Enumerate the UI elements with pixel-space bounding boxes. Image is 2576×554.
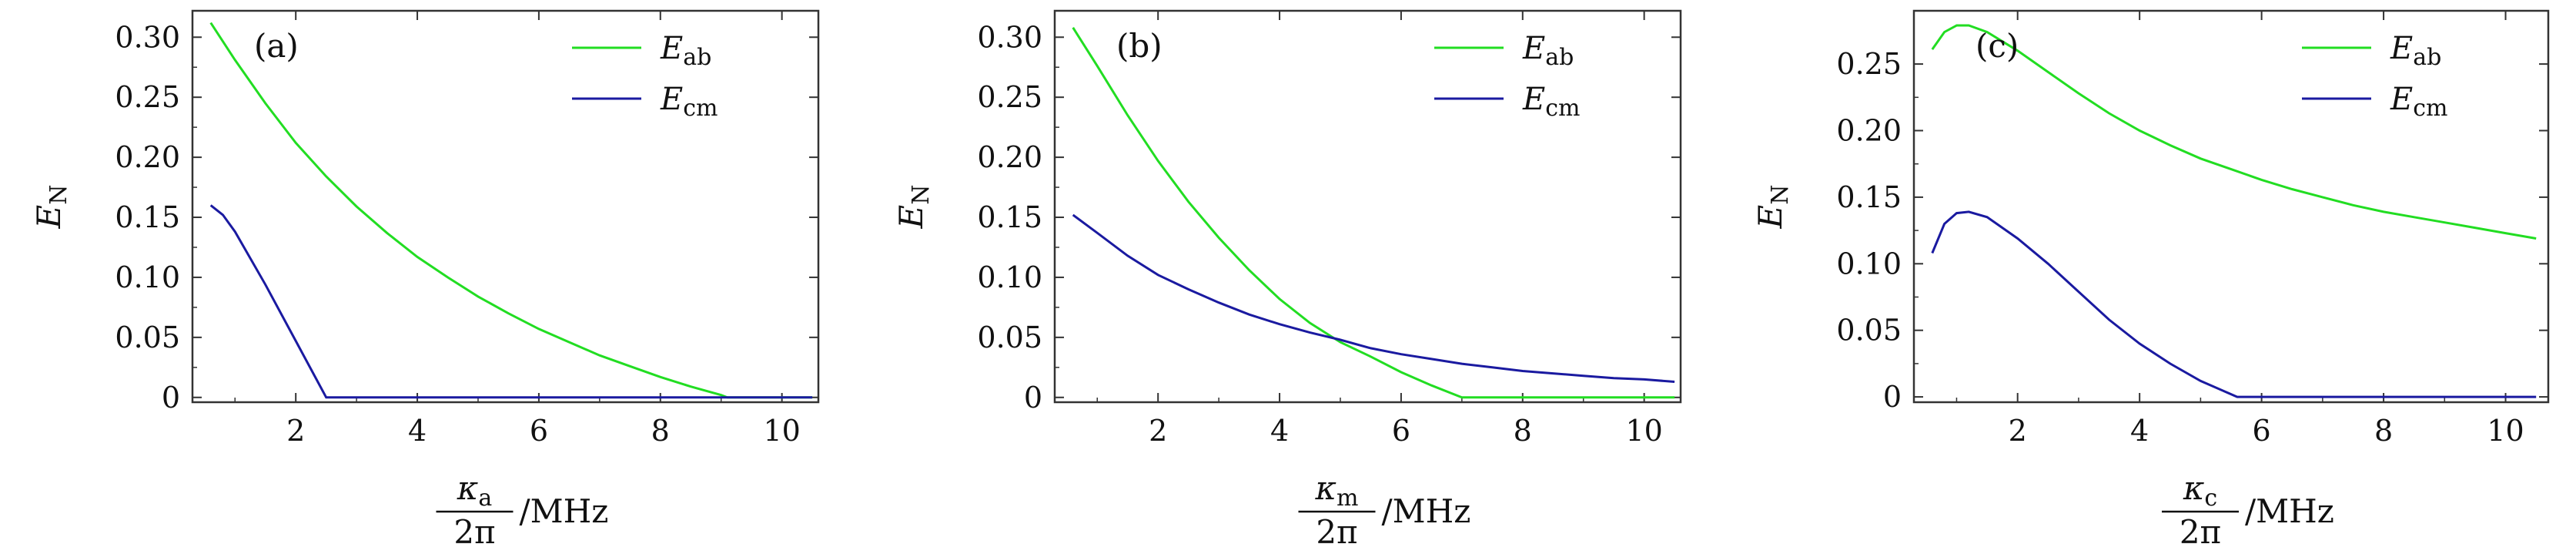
y-tick-label: 0.05 — [115, 321, 180, 354]
x-tick-label: 6 — [530, 414, 548, 448]
axes-frame — [1053, 9, 1682, 404]
x-axis-label-numerator: κc — [2183, 469, 2217, 512]
x-tick-label: 4 — [408, 414, 427, 448]
chart-panel-2: 0 0.05 0.10 0.15 0.20 0.25 0.30 2 4 6 8 10 (b) Eab Ecm… — [892, 9, 1682, 551]
axes-frame — [191, 9, 820, 404]
y-tick-label: 0.10 — [977, 260, 1042, 294]
legend-label-cm: Ecm — [2390, 82, 2447, 122]
y-tick-label: 0.05 — [1836, 314, 1902, 348]
x-tick-label: 2 — [2009, 414, 2027, 448]
legend-label-cm: Ecm — [660, 82, 718, 122]
x-tick-label: 8 — [2374, 414, 2393, 448]
x-axis-label-denominator: 2π — [2180, 513, 2221, 551]
x-tick-label: 10 — [1625, 414, 1662, 448]
y-tick-label: 0 — [162, 381, 180, 415]
y-tick-label: 0 — [1024, 381, 1042, 415]
x-axis-label-unit: /MHz — [1382, 492, 1471, 530]
y-tick-label: 0.25 — [1836, 47, 1902, 81]
x-tick-label: 2 — [1149, 414, 1167, 448]
series-line-ab — [209, 22, 813, 399]
x-axis-label-unit: /MHz — [2245, 492, 2334, 530]
y-tick-label: 0.10 — [1836, 247, 1902, 280]
y-axis-label: EN — [1751, 185, 1794, 230]
y-tick-label: 0.10 — [115, 260, 180, 294]
x-tick-label: 2 — [286, 414, 305, 448]
panel-label: (c) — [1975, 27, 2019, 65]
panel-label: (a) — [254, 27, 299, 65]
legend-label-ab: Eab — [660, 31, 711, 71]
x-tick-label: 8 — [1514, 414, 1532, 448]
x-axis-label-unit: /MHz — [520, 492, 609, 530]
y-tick-label: 0.25 — [115, 80, 180, 114]
x-tick-label: 10 — [2487, 414, 2524, 448]
series-line-cm — [1072, 213, 1675, 383]
x-axis-label-numerator: κm — [1315, 469, 1359, 512]
y-tick-label: 0.25 — [977, 80, 1042, 114]
y-tick-label: 0.30 — [977, 20, 1042, 54]
axes-frame — [1912, 9, 2550, 404]
x-axis-label-numerator: κa — [457, 469, 493, 512]
y-tick-label: 0 — [1883, 380, 1902, 414]
x-tick-label: 6 — [1392, 414, 1410, 448]
x-tick-label: 10 — [763, 414, 800, 448]
chart-panel-3: 0 0.05 0.10 0.15 0.20 0.25 2 4 6 8 10 (c) Eab Ecm EN κc… — [1751, 9, 2550, 551]
legend-label-ab: Eab — [1522, 31, 1574, 71]
legend-label-cm: Ecm — [1522, 82, 1580, 122]
y-tick-label: 0.15 — [977, 200, 1042, 234]
chart-panel-1: 0 0.05 0.10 0.15 0.20 0.25 0.30 2 4 6 8 10 (a) Eab Ecm… — [30, 9, 820, 551]
y-tick-label: 0.15 — [115, 200, 180, 234]
y-tick-label: 0.15 — [1836, 180, 1902, 214]
x-axis-label-denominator: 2π — [1316, 513, 1357, 551]
y-tick-label: 0.20 — [1836, 114, 1902, 148]
series-line-ab — [1072, 26, 1675, 399]
series-line-cm — [209, 204, 813, 399]
x-tick-label: 4 — [2130, 414, 2149, 448]
series-line-cm — [1931, 210, 2537, 398]
y-tick-label: 0.30 — [115, 20, 180, 54]
y-axis-label: EN — [30, 185, 72, 230]
x-tick-label: 4 — [1270, 414, 1289, 448]
y-axis-label: EN — [892, 185, 935, 230]
y-tick-label: 0.20 — [115, 140, 180, 174]
y-tick-label: 0.20 — [977, 140, 1042, 174]
panel-label: (b) — [1116, 27, 1163, 65]
series-line-ab — [1931, 24, 2537, 240]
x-axis-label-denominator: 2π — [453, 513, 495, 551]
y-tick-label: 0.05 — [977, 321, 1042, 354]
x-tick-label: 8 — [651, 414, 670, 448]
x-tick-label: 6 — [2253, 414, 2271, 448]
legend-label-ab: Eab — [2390, 31, 2441, 71]
